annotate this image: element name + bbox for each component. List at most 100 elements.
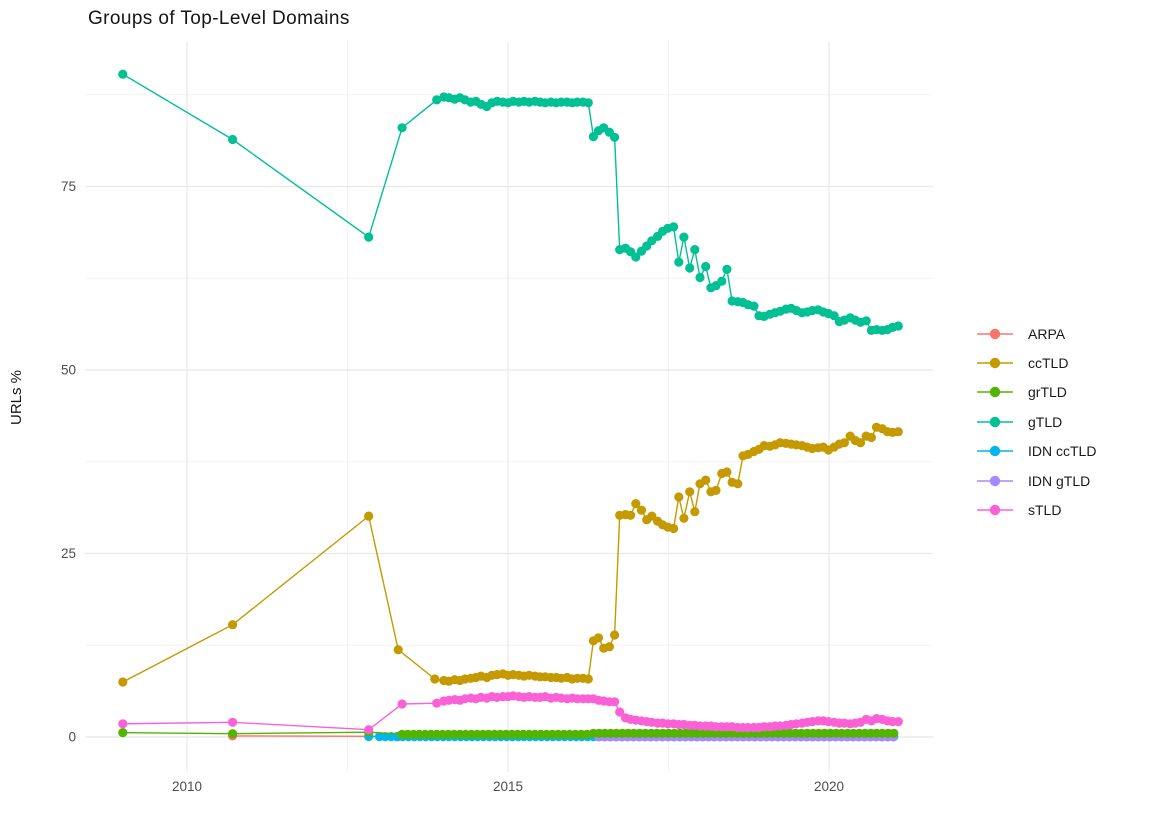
data-point <box>679 513 689 523</box>
data-point <box>669 222 679 232</box>
series-cctld <box>118 422 903 687</box>
chart-title: Groups of Top-Level Domains <box>88 8 350 29</box>
data-point <box>118 677 128 687</box>
legend: ARPA ccTLD grTLD gTLD IDN ccTLD IDN gTLD sTLD <box>977 319 1096 525</box>
y-axis-tick-labels: 0 25 50 75 <box>61 179 76 745</box>
legend-key-point-icon <box>989 357 1001 369</box>
legend-label: ARPA <box>1028 325 1066 342</box>
legend-label: grTLD <box>1028 384 1067 401</box>
legend-key-point-icon <box>989 387 1001 398</box>
data-point <box>432 698 442 708</box>
data-point <box>701 475 711 485</box>
data-point <box>636 505 647 515</box>
data-point <box>610 132 620 142</box>
series-stld <box>118 691 903 735</box>
data-point <box>685 263 695 273</box>
legend-key-swatch <box>977 357 1013 369</box>
data-point <box>674 492 684 502</box>
legend-key-point-icon <box>989 328 1001 339</box>
legend-key-swatch <box>977 475 1013 486</box>
y-tick-label: 25 <box>61 546 76 561</box>
legend-item-cctld: ccTLD <box>977 348 1096 377</box>
data-point <box>866 432 877 443</box>
data-point <box>228 717 238 727</box>
data-point <box>690 245 700 255</box>
data-point <box>631 252 641 262</box>
legend-key-point-icon <box>989 416 1001 428</box>
data-point <box>701 261 711 272</box>
legend-item-grtld: grTLD <box>977 378 1096 407</box>
gridlines-minor <box>85 42 933 772</box>
x-tick-label: 2020 <box>814 779 844 794</box>
data-point <box>430 674 440 684</box>
series-grtld <box>118 727 899 740</box>
data-point <box>861 316 871 326</box>
data-point <box>604 642 615 652</box>
x-tick-label: 2010 <box>172 779 202 794</box>
data-point <box>893 321 903 331</box>
legend-item-idn-cctld: IDN ccTLD <box>977 437 1096 466</box>
data-point <box>364 232 374 242</box>
legend-key-point-icon <box>989 504 1001 516</box>
data-point <box>615 707 625 717</box>
series-line <box>122 73 899 332</box>
data-point <box>733 479 743 489</box>
legend-key-swatch <box>977 504 1013 516</box>
legend-item-arpa: ARPA <box>977 319 1096 348</box>
data-point <box>695 272 705 283</box>
data-point <box>593 633 604 643</box>
data-point <box>432 95 442 105</box>
data-point <box>893 717 903 727</box>
data-point <box>674 257 684 267</box>
legend-label: sTLD <box>1028 502 1062 519</box>
data-point <box>685 487 695 497</box>
data-point <box>889 728 899 738</box>
series-gtld <box>118 69 903 335</box>
series-line <box>122 426 899 683</box>
legend-key-point-icon <box>989 475 1001 486</box>
data-point <box>118 69 128 79</box>
gridlines-major <box>85 42 933 772</box>
data-point <box>626 510 636 520</box>
data-point <box>669 523 679 534</box>
legend-label: IDN gTLD <box>1028 472 1091 489</box>
legend-key-swatch <box>977 328 1013 339</box>
data-point <box>690 507 700 517</box>
data-point <box>711 485 721 495</box>
data-point <box>364 725 374 735</box>
data-point <box>397 123 407 133</box>
legend-item-gtld: gTLD <box>977 407 1096 436</box>
data-point <box>397 699 407 709</box>
data-point <box>855 438 866 448</box>
data-point <box>118 719 128 729</box>
data-point <box>749 301 759 311</box>
data-point <box>722 467 732 477</box>
data-point <box>717 276 727 286</box>
legend-key-swatch <box>977 387 1013 398</box>
data-point <box>228 620 238 630</box>
legend-key-point-icon <box>989 446 1001 457</box>
legend-label: gTLD <box>1028 413 1063 430</box>
x-axis-tick-labels: 2010 2015 2020 <box>172 779 844 794</box>
legend-item-stld: sTLD <box>977 495 1096 524</box>
data-point <box>610 697 620 707</box>
y-tick-label: 75 <box>61 179 76 194</box>
legend-key-swatch <box>977 446 1013 457</box>
legend-key-swatch <box>977 416 1013 428</box>
legend-item-idn-gtld: IDN gTLD <box>977 466 1096 495</box>
data-point <box>228 729 238 739</box>
y-tick-label: 0 <box>68 730 76 745</box>
data-point <box>364 511 374 521</box>
data-point <box>839 438 850 448</box>
data-point <box>829 311 839 321</box>
data-point <box>722 264 732 274</box>
legend-label: ccTLD <box>1028 355 1069 372</box>
data-point <box>893 427 903 437</box>
data-point <box>679 232 689 242</box>
data-point <box>228 134 238 145</box>
legend-label: IDN ccTLD <box>1028 443 1097 460</box>
x-tick-label: 2015 <box>493 779 523 794</box>
data-point <box>631 499 641 509</box>
